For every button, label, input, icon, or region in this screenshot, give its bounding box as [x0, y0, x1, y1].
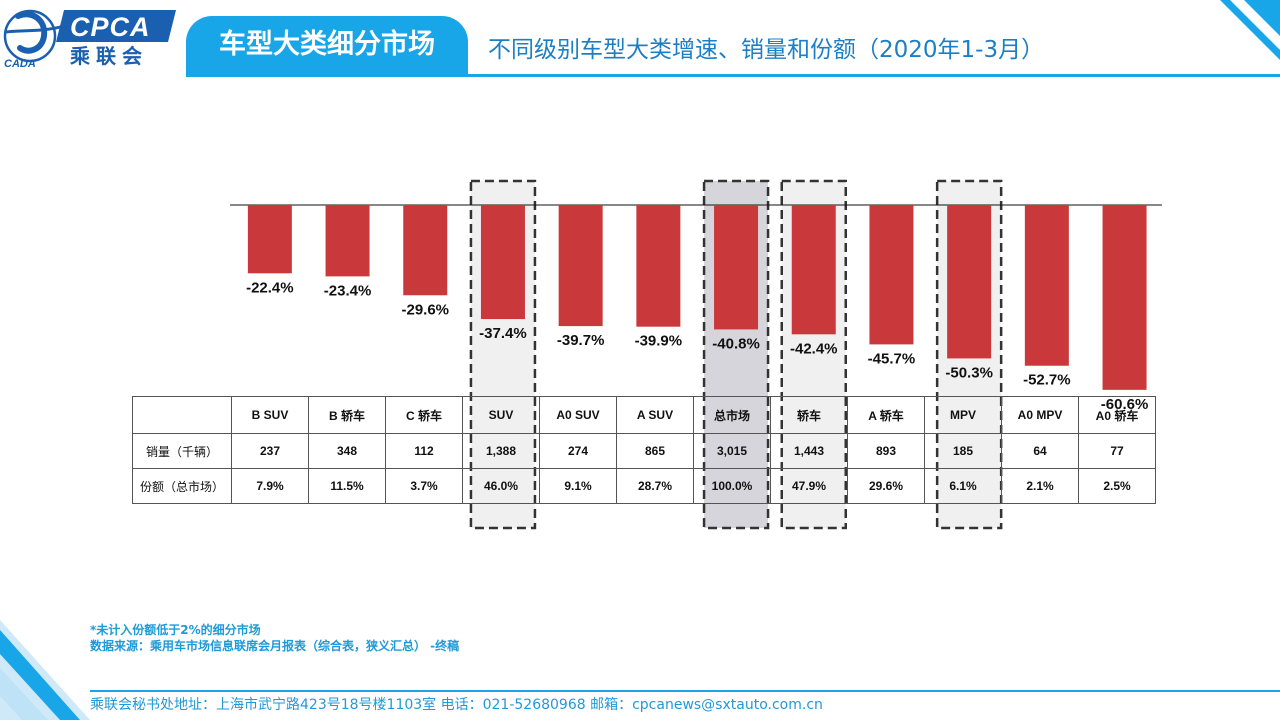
bar: [791, 205, 836, 335]
bar: [480, 205, 525, 320]
value-labels: -22.4% -23.4% -29.6% -37.4% -39.7% -39.9% -40.…: [246, 279, 1148, 413]
table-cell: 348: [308, 433, 386, 469]
table-header-cell: A0 SUV: [539, 396, 617, 434]
table-header-cell: 轿车: [770, 396, 848, 434]
footer-contact: 乘联会秘书处地址：上海市武宁路423号18号楼1103室 电话：021-5268…: [90, 697, 823, 713]
note-source: 数据来源：乘用车市场信息联席会月报表（综合表，狭义汇总） -终稿: [90, 639, 460, 653]
cpca-logo: CPCA 乘联会 CADA: [0, 2, 178, 74]
bar: [636, 205, 681, 327]
table-corner-cell: [132, 396, 232, 434]
bar: [714, 205, 759, 330]
table-cell: 893: [847, 433, 925, 469]
footer-divider: [90, 690, 1280, 692]
table-header-cell: A0 MPV: [1001, 396, 1079, 434]
table-header-cell: 总市场: [693, 396, 771, 434]
table-cell: 29.6%: [847, 468, 925, 504]
logo-emblem-icon: [3, 9, 176, 63]
value-label: -39.9%: [635, 333, 683, 350]
bar: [869, 205, 914, 345]
logo-text: CPCA: [70, 12, 151, 42]
value-label: -45.7%: [868, 350, 916, 367]
table-cell: 9.1%: [539, 468, 617, 504]
corner-decoration-top-right: [1220, 0, 1280, 60]
value-label: -22.4%: [246, 279, 294, 296]
row-label-sales: 销量（千辆）: [132, 433, 232, 469]
header: CPCA 乘联会 CADA 车型大类细分市场 不同级别车型大类增速、销量和份额（…: [0, 0, 1280, 77]
table-header-cell: SUV: [462, 396, 540, 434]
table-cell: 64: [1001, 433, 1079, 469]
table-header-row: B SUV B 轿车 C 轿车 SUV A0 SUV A SUV 总市场 轿车 A 轿车 MPV A…: [132, 396, 1156, 434]
table-cell: 237: [231, 433, 309, 469]
table-cell: 865: [616, 433, 694, 469]
bar: [558, 205, 603, 327]
value-label: -37.4%: [479, 325, 527, 342]
table-cell: 1,388: [462, 433, 540, 469]
table-cell: 274: [539, 433, 617, 469]
logo-small-text: CADA: [4, 58, 36, 70]
table-cell: 3,015: [693, 433, 771, 469]
table-cell: 3.7%: [385, 468, 463, 504]
table-cell: 11.5%: [308, 468, 386, 504]
table-header-cell: A0 轿车: [1078, 396, 1156, 434]
bar: [403, 205, 448, 296]
table-cell: 2.1%: [1001, 468, 1079, 504]
table-header-cell: B SUV: [231, 396, 309, 434]
table-cell: 46.0%: [462, 468, 540, 504]
page-title: 不同级别车型大类增速、销量和份额（2020年1-3月）: [488, 37, 1045, 63]
table-header-cell: MPV: [924, 396, 1002, 434]
table-row-sales: 销量（千辆） 237 348 112 1,388 274 865 3,015 1,443 893…: [132, 433, 1156, 469]
table-cell: 1,443: [770, 433, 848, 469]
table-header-cell: B 轿车: [308, 396, 386, 434]
note-exclusion: *未计入份额低于2%的细分市场: [90, 623, 261, 637]
value-label: -29.6%: [401, 301, 449, 318]
data-table: B SUV B 轿车 C 轿车 SUV A0 SUV A SUV 总市场 轿车 A 轿车 MPV A…: [132, 396, 1156, 504]
table-cell: 100.0%: [693, 468, 771, 504]
table-cell: 185: [924, 433, 1002, 469]
bar: [947, 205, 992, 359]
table-cell: 47.9%: [770, 468, 848, 504]
row-label-share: 份额（总市场）: [132, 468, 232, 504]
section-title: 车型大类细分市场: [186, 16, 468, 74]
logo-subtitle: 乘联会: [70, 44, 148, 68]
bar: [325, 205, 370, 277]
value-label: -52.7%: [1023, 372, 1071, 389]
table-cell: 6.1%: [924, 468, 1002, 504]
corner-decoration-bottom-left: [0, 620, 90, 720]
table-header-cell: A 轿车: [847, 396, 925, 434]
table-cell: 112: [385, 433, 463, 469]
value-label: -39.7%: [557, 332, 605, 349]
table-header-cell: C 轿车: [385, 396, 463, 434]
table-header-cell: A SUV: [616, 396, 694, 434]
header-divider: [186, 74, 1280, 77]
table-cell: 77: [1078, 433, 1156, 469]
bar: [1102, 205, 1147, 390]
bar: [1024, 205, 1069, 366]
notes: *未计入份额低于2%的细分市场 数据来源：乘用车市场信息联席会月报表（综合表，狭…: [90, 622, 790, 654]
value-label: -40.8%: [712, 335, 760, 352]
bars: [247, 205, 1147, 390]
table-row-share: 份额（总市场） 7.9% 11.5% 3.7% 46.0% 9.1% 28.7% 100.0…: [132, 468, 1156, 504]
table-cell: 2.5%: [1078, 468, 1156, 504]
bar: [247, 205, 292, 274]
table-cell: 28.7%: [616, 468, 694, 504]
value-label: -42.4%: [790, 340, 838, 357]
value-label: -23.4%: [324, 282, 372, 299]
table-cell: 7.9%: [231, 468, 309, 504]
value-label: -50.3%: [945, 364, 993, 381]
